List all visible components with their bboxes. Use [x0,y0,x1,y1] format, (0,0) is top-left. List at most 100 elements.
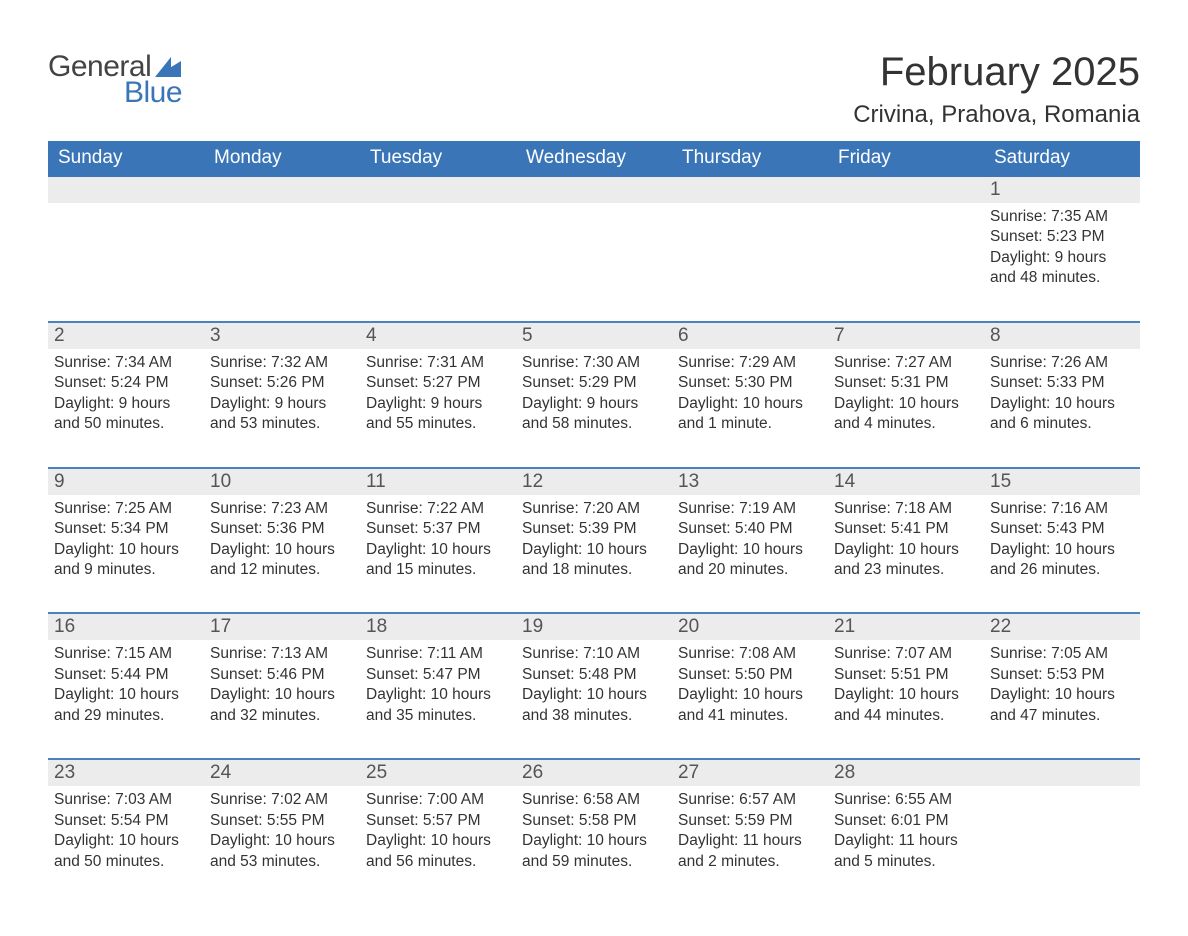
day-number [672,177,828,203]
day-number: 4 [360,323,516,349]
week-block: 16171819202122Sunrise: 7:15 AMSunset: 5:… [48,614,1140,750]
week-block: 9101112131415Sunrise: 7:25 AMSunset: 5:3… [48,469,1140,605]
daylight-text: Daylight: 9 hours and 48 minutes. [990,248,1134,289]
daylight-text: Daylight: 10 hours and 35 minutes. [366,685,510,726]
sunrise-text: Sunrise: 7:35 AM [990,207,1134,227]
day-cell [672,203,828,313]
day-cell [516,203,672,313]
day-number [48,177,204,203]
sunset-text: Sunset: 5:24 PM [54,373,198,393]
content-row: Sunrise: 7:03 AMSunset: 5:54 PMDaylight:… [48,786,1140,896]
sunset-text: Sunset: 5:37 PM [366,519,510,539]
sunset-text: Sunset: 5:59 PM [678,811,822,831]
day-of-week-header: SundayMondayTuesdayWednesdayThursdayFrid… [48,141,1140,177]
dow-cell: Friday [828,141,984,177]
sunset-text: Sunset: 5:51 PM [834,665,978,685]
sunrise-text: Sunrise: 6:55 AM [834,790,978,810]
sunset-text: Sunset: 5:26 PM [210,373,354,393]
day-cell: Sunrise: 7:13 AMSunset: 5:46 PMDaylight:… [204,640,360,750]
daylight-text: Daylight: 10 hours and 1 minute. [678,394,822,435]
day-cell: Sunrise: 7:35 AMSunset: 5:23 PMDaylight:… [984,203,1140,313]
daylight-text: Daylight: 10 hours and 53 minutes. [210,831,354,872]
dow-cell: Sunday [48,141,204,177]
sunrise-text: Sunrise: 7:18 AM [834,499,978,519]
day-cell: Sunrise: 7:07 AMSunset: 5:51 PMDaylight:… [828,640,984,750]
day-cell: Sunrise: 7:25 AMSunset: 5:34 PMDaylight:… [48,495,204,605]
sunrise-text: Sunrise: 7:31 AM [366,353,510,373]
sunrise-text: Sunrise: 7:13 AM [210,644,354,664]
sunset-text: Sunset: 5:34 PM [54,519,198,539]
dow-cell: Monday [204,141,360,177]
daynum-row: 1 [48,177,1140,203]
page-header: General Blue February 2025 Crivina, Prah… [48,50,1140,129]
day-number: 3 [204,323,360,349]
sunrise-text: Sunrise: 7:27 AM [834,353,978,373]
sunset-text: Sunset: 5:40 PM [678,519,822,539]
daylight-text: Daylight: 10 hours and 47 minutes. [990,685,1134,726]
day-cell: Sunrise: 7:29 AMSunset: 5:30 PMDaylight:… [672,349,828,459]
sunrise-text: Sunrise: 7:07 AM [834,644,978,664]
sunset-text: Sunset: 5:33 PM [990,373,1134,393]
sunset-text: Sunset: 5:53 PM [990,665,1134,685]
content-row: Sunrise: 7:15 AMSunset: 5:44 PMDaylight:… [48,640,1140,750]
daylight-text: Daylight: 10 hours and 41 minutes. [678,685,822,726]
day-number: 6 [672,323,828,349]
sunset-text: Sunset: 5:39 PM [522,519,666,539]
day-cell: Sunrise: 7:18 AMSunset: 5:41 PMDaylight:… [828,495,984,605]
sunset-text: Sunset: 5:57 PM [366,811,510,831]
daylight-text: Daylight: 10 hours and 38 minutes. [522,685,666,726]
content-row: Sunrise: 7:35 AMSunset: 5:23 PMDaylight:… [48,203,1140,313]
daylight-text: Daylight: 10 hours and 15 minutes. [366,540,510,581]
sunrise-text: Sunrise: 7:05 AM [990,644,1134,664]
location-subtitle: Crivina, Prahova, Romania [853,101,1140,129]
daylight-text: Daylight: 11 hours and 5 minutes. [834,831,978,872]
sunrise-text: Sunrise: 6:57 AM [678,790,822,810]
day-cell: Sunrise: 7:03 AMSunset: 5:54 PMDaylight:… [48,786,204,896]
day-cell [360,203,516,313]
sunset-text: Sunset: 5:47 PM [366,665,510,685]
content-row: Sunrise: 7:34 AMSunset: 5:24 PMDaylight:… [48,349,1140,459]
dow-cell: Wednesday [516,141,672,177]
sunrise-text: Sunrise: 7:03 AM [54,790,198,810]
day-number [204,177,360,203]
day-number: 2 [48,323,204,349]
day-number: 18 [360,614,516,640]
day-cell: Sunrise: 7:23 AMSunset: 5:36 PMDaylight:… [204,495,360,605]
day-cell: Sunrise: 7:11 AMSunset: 5:47 PMDaylight:… [360,640,516,750]
day-number: 24 [204,760,360,786]
sunrise-text: Sunrise: 7:20 AM [522,499,666,519]
week-block: 1Sunrise: 7:35 AMSunset: 5:23 PMDaylight… [48,177,1140,313]
sunrise-text: Sunrise: 7:00 AM [366,790,510,810]
day-number: 25 [360,760,516,786]
sunrise-text: Sunrise: 7:25 AM [54,499,198,519]
sunrise-text: Sunrise: 7:23 AM [210,499,354,519]
week-block: 232425262728 Sunrise: 7:03 AMSunset: 5:5… [48,760,1140,896]
daylight-text: Daylight: 10 hours and 23 minutes. [834,540,978,581]
daylight-text: Daylight: 10 hours and 12 minutes. [210,540,354,581]
day-cell: Sunrise: 6:55 AMSunset: 6:01 PMDaylight:… [828,786,984,896]
daylight-text: Daylight: 10 hours and 6 minutes. [990,394,1134,435]
day-number: 12 [516,469,672,495]
day-cell [984,786,1140,896]
day-number: 21 [828,614,984,640]
weeks-container: 1Sunrise: 7:35 AMSunset: 5:23 PMDaylight… [48,177,1140,896]
sunset-text: Sunset: 5:55 PM [210,811,354,831]
daylight-text: Daylight: 10 hours and 9 minutes. [54,540,198,581]
day-cell: Sunrise: 7:27 AMSunset: 5:31 PMDaylight:… [828,349,984,459]
day-number: 9 [48,469,204,495]
daylight-text: Daylight: 9 hours and 55 minutes. [366,394,510,435]
day-number: 14 [828,469,984,495]
day-number: 13 [672,469,828,495]
sunrise-text: Sunrise: 7:26 AM [990,353,1134,373]
sunset-text: Sunset: 5:43 PM [990,519,1134,539]
sunset-text: Sunset: 5:31 PM [834,373,978,393]
sunset-text: Sunset: 5:41 PM [834,519,978,539]
day-number: 7 [828,323,984,349]
sunset-text: Sunset: 5:48 PM [522,665,666,685]
day-cell [204,203,360,313]
day-number: 22 [984,614,1140,640]
day-cell: Sunrise: 7:22 AMSunset: 5:37 PMDaylight:… [360,495,516,605]
daylight-text: Daylight: 10 hours and 59 minutes. [522,831,666,872]
daylight-text: Daylight: 10 hours and 26 minutes. [990,540,1134,581]
daylight-text: Daylight: 10 hours and 32 minutes. [210,685,354,726]
